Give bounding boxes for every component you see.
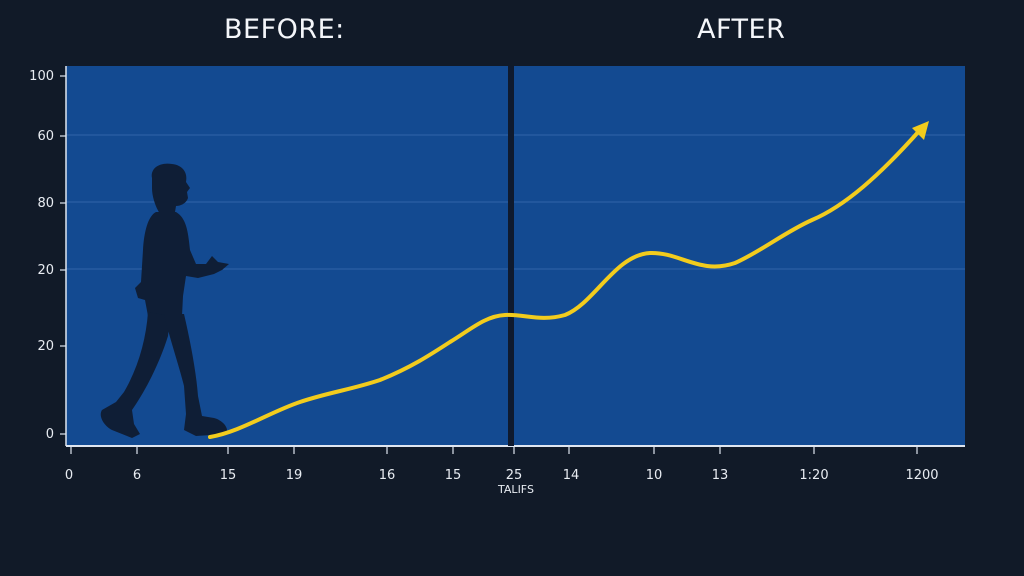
x-label: 1:20	[799, 468, 829, 483]
title-before: BEFORE:	[224, 14, 345, 45]
x-label: 10	[645, 468, 663, 483]
x-label: 19	[285, 468, 303, 483]
gridlines	[66, 134, 965, 270]
x-label: 6	[132, 468, 142, 483]
x-axis-title: TALIFS	[498, 483, 534, 496]
before-after-divider	[508, 66, 514, 446]
x-label: 16	[378, 468, 396, 483]
growth-curve	[208, 128, 922, 439]
x-label: 25	[505, 468, 523, 483]
y-ticks	[60, 75, 66, 435]
arrowhead-icon	[912, 121, 929, 140]
x-label: 0	[64, 468, 74, 483]
x-label: 1200	[905, 468, 939, 483]
title-after: AFTER	[697, 14, 786, 45]
y-label-80: 80	[37, 196, 54, 211]
x-label: 13	[711, 468, 729, 483]
y-label-0: 0	[45, 427, 54, 442]
person-silhouette-icon	[100, 163, 229, 438]
x-label: 15	[444, 468, 462, 483]
x-label: 14	[562, 468, 580, 483]
y-label-100: 100	[29, 69, 54, 84]
y-label-20-upper: 20	[37, 263, 54, 278]
plot-area	[66, 66, 965, 446]
x-label: 15	[219, 468, 237, 483]
y-label-60: 60	[37, 129, 54, 144]
y-label-20-lower: 20	[37, 339, 54, 354]
x-ticks	[70, 447, 918, 454]
